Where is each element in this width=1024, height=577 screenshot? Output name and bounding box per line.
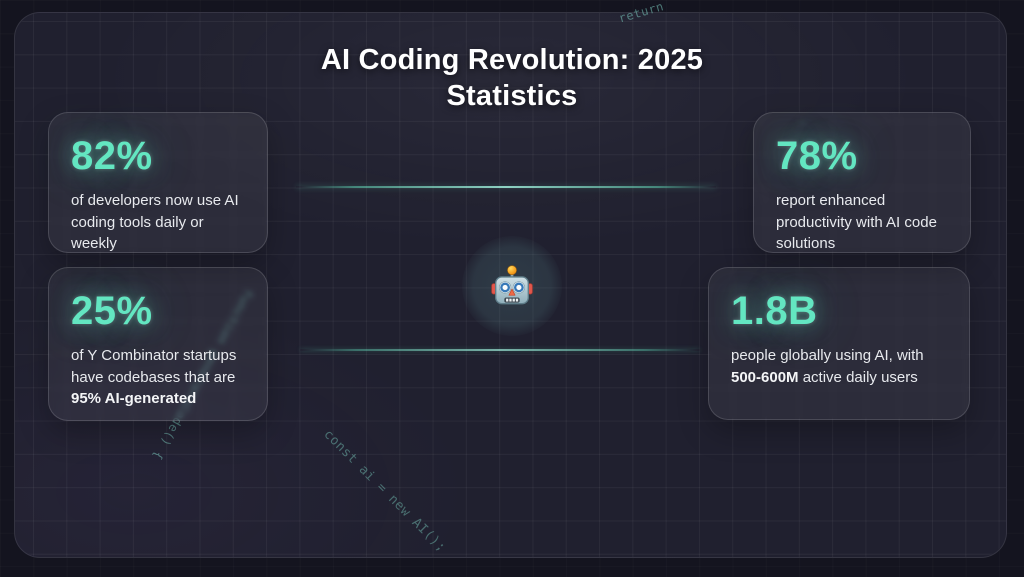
stat-card-productivity: 78% report enhanced productivity with AI… [753, 112, 971, 253]
stat-card-global-users: 1.8B people globally using AI, with 500-… [708, 267, 970, 420]
stat-description-text: of Y Combinator startups have codebases … [71, 347, 237, 386]
stat-description-text: report enhanced productivity with AI cod… [776, 192, 937, 252]
page-title-line1: AI Coding Revolution: 2025 [320, 44, 704, 76]
stat-description-text: people globally using AI, with [731, 347, 924, 364]
connector-line-bottom [300, 349, 700, 351]
page-title-line2: Statistics [446, 80, 578, 112]
stat-description-text: of developers now use AI coding tools da… [71, 192, 239, 252]
stat-description-text: active daily users [798, 368, 918, 386]
stat-value: 25% [71, 289, 153, 333]
stat-description: of developers now use AI coding tools da… [71, 190, 245, 255]
stat-description-bold: 95% AI-generated [71, 390, 197, 407]
stat-description: report enhanced productivity with AI cod… [776, 190, 948, 255]
page-title: AI Coding Revolution: 2025 Statistics [0, 42, 1024, 114]
stat-value: 78% [776, 134, 858, 178]
robot-icon [491, 265, 533, 305]
connector-line-top [296, 186, 716, 188]
stat-value: 82% [71, 134, 153, 178]
stat-description: people globally using AI, with 500-600M … [731, 345, 947, 388]
stat-card-developers: 82% of developers now use AI coding tool… [48, 112, 268, 253]
stat-value: 1.8B [731, 289, 818, 333]
stat-card-yc-startups: 25% of Y Combinator startups have codeba… [48, 267, 268, 421]
stat-description: of Y Combinator startups have codebases … [71, 345, 245, 410]
stat-description-bold: 500-600M [731, 368, 799, 386]
center-glow-circle [462, 236, 562, 336]
